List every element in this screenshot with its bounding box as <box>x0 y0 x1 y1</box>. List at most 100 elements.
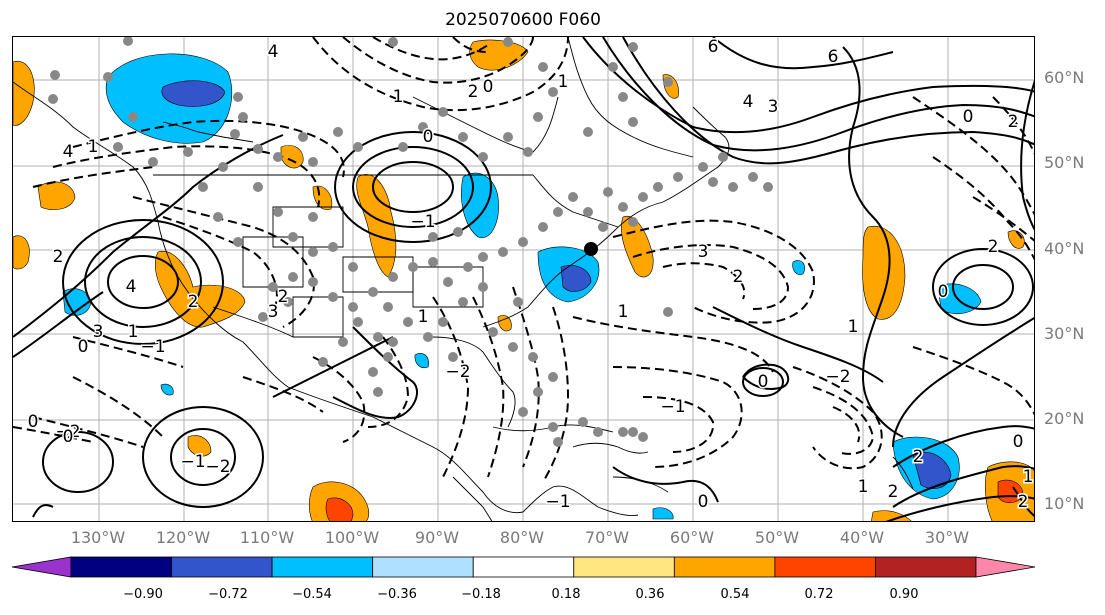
lon-label-130w: 130°W <box>70 528 126 547</box>
lon-label-120w: 120°W <box>155 528 211 547</box>
contour-label: −2 <box>55 422 80 442</box>
patch-orange-west <box>13 235 30 270</box>
contour-label: 1 <box>1023 467 1034 487</box>
patch-orange-azores <box>1007 230 1025 249</box>
contour-label: 1 <box>128 322 139 342</box>
solid-contours <box>13 37 1034 521</box>
map-title: 2025070600 F060 <box>445 10 601 30</box>
colorbar-tick: 0.90 <box>889 587 919 602</box>
contour-labels: 4 3 2 1 0 0 −1 −2 4 2 6 6 4 3 2 1 0 0 2 … <box>26 37 1034 514</box>
contour-label: 2 <box>278 287 289 307</box>
lon-label-80w: 80°W <box>499 528 545 547</box>
contour-label: −1 <box>140 337 165 357</box>
patch-darkblue-alaska <box>161 80 226 107</box>
contour-label: 0 <box>28 412 39 432</box>
colorbar-tick: −0.90 <box>123 587 163 602</box>
colorbar-tick: 0.72 <box>804 587 834 602</box>
contour-label: 2 <box>988 237 999 257</box>
contour-label: 4 <box>743 92 754 112</box>
contour-label: 3 <box>768 97 779 117</box>
lon-label-60w: 60°W <box>669 528 715 547</box>
map-panel: 4 3 2 1 0 0 −1 −2 4 2 6 6 4 3 2 1 0 0 2 … <box>12 36 1035 522</box>
contour-label: 1 <box>88 137 99 157</box>
contour-label: −1 <box>660 397 685 417</box>
colorbar-tick: −0.36 <box>377 587 417 602</box>
contour-label: 2 <box>1018 492 1029 512</box>
contour-label: 1 <box>858 477 869 497</box>
patch-darkblue-tropics <box>912 451 952 489</box>
contour-label: 4 <box>126 277 137 297</box>
colorbar-segment <box>271 556 374 578</box>
shaded-fields <box>13 39 1034 521</box>
patch-orange-bc <box>37 181 76 210</box>
contour-label: 2 <box>188 292 199 312</box>
colorbar-segment <box>171 556 273 578</box>
lon-label-70w: 70°W <box>584 528 630 547</box>
contour-label: 2 <box>913 447 924 467</box>
dashed-contours <box>13 37 1034 483</box>
contour-label: 1 <box>418 307 429 327</box>
lat-label-20: 20°N <box>1044 409 1085 428</box>
patch-blue-gulf <box>414 353 429 369</box>
contour-label: 2 <box>733 267 744 287</box>
colorbar-segment <box>573 556 675 578</box>
patch-red-mexico <box>325 497 354 521</box>
contour-label: 4 <box>63 142 74 162</box>
patch-orange-florida <box>497 315 512 332</box>
colorbar-extend-high <box>975 556 1036 578</box>
colorbar-segment <box>372 556 474 578</box>
lon-label-50w: 50°W <box>754 528 800 547</box>
contour-label: 2 <box>468 82 479 102</box>
contour-label: −1 <box>180 452 205 472</box>
colorbar-tick: 0.54 <box>720 587 750 602</box>
contour-label: −2 <box>445 362 470 382</box>
contour-label: 0 <box>78 337 89 357</box>
colorbar-tick: −0.72 <box>208 587 248 602</box>
contour-label: 2 <box>1008 112 1019 132</box>
contour-label: 1 <box>393 87 404 107</box>
contour-label: −2 <box>205 457 230 477</box>
patch-blue-azores <box>792 260 805 275</box>
colorbar-tick: 0.36 <box>635 587 665 602</box>
highlight-station <box>584 242 598 256</box>
contour-label: 0 <box>1013 432 1024 452</box>
contour-label: 3 <box>268 302 279 322</box>
contour-label: 6 <box>828 47 839 67</box>
patch-orange-atlantic <box>621 215 654 278</box>
contour-label: 0 <box>698 492 709 512</box>
patch-orange-dakota <box>356 174 397 278</box>
contour-label: 0 <box>63 427 74 447</box>
lat-label-30: 30°N <box>1044 324 1085 343</box>
patch-orange-baja <box>187 435 212 457</box>
lon-label-30w: 30°W <box>924 528 970 547</box>
contour-label: 2 <box>888 482 899 502</box>
colorbar-extend-low <box>11 556 72 578</box>
contour-label: 1 <box>618 302 629 322</box>
patch-blue-carib <box>652 507 674 520</box>
patch-orange-plains <box>312 185 333 210</box>
contour-label: 1 <box>848 317 859 337</box>
patch-orange-midatlantic <box>862 225 906 320</box>
patch-blue-hawaii <box>160 383 174 396</box>
lat-label-40: 40°N <box>1044 239 1085 258</box>
lon-label-40w: 40°W <box>839 528 885 547</box>
contour-label: 0 <box>963 107 974 127</box>
colorbar-segment <box>774 556 876 578</box>
contour-label: −2 <box>825 367 850 387</box>
contour-label: 3 <box>698 242 709 262</box>
patch-orange-nw <box>13 60 35 126</box>
contour-label: −1 <box>545 492 570 512</box>
contour-label: 2 <box>53 247 64 267</box>
colorbar-segment <box>472 556 575 578</box>
colorbar-tick: −0.54 <box>292 587 332 602</box>
colorbar <box>11 556 1036 578</box>
map-canvas: 4 3 2 1 0 0 −1 −2 4 2 6 6 4 3 2 1 0 0 2 … <box>13 37 1034 521</box>
contour-label: 1 <box>558 72 569 92</box>
lat-label-50: 50°N <box>1044 153 1085 172</box>
contour-label: 0 <box>423 127 434 147</box>
station-dots <box>48 37 773 447</box>
lon-label-100w: 100°W <box>324 528 380 547</box>
colorbar-segment <box>673 556 776 578</box>
contour-label: 0 <box>758 372 769 392</box>
colorbar-segment <box>70 556 172 578</box>
